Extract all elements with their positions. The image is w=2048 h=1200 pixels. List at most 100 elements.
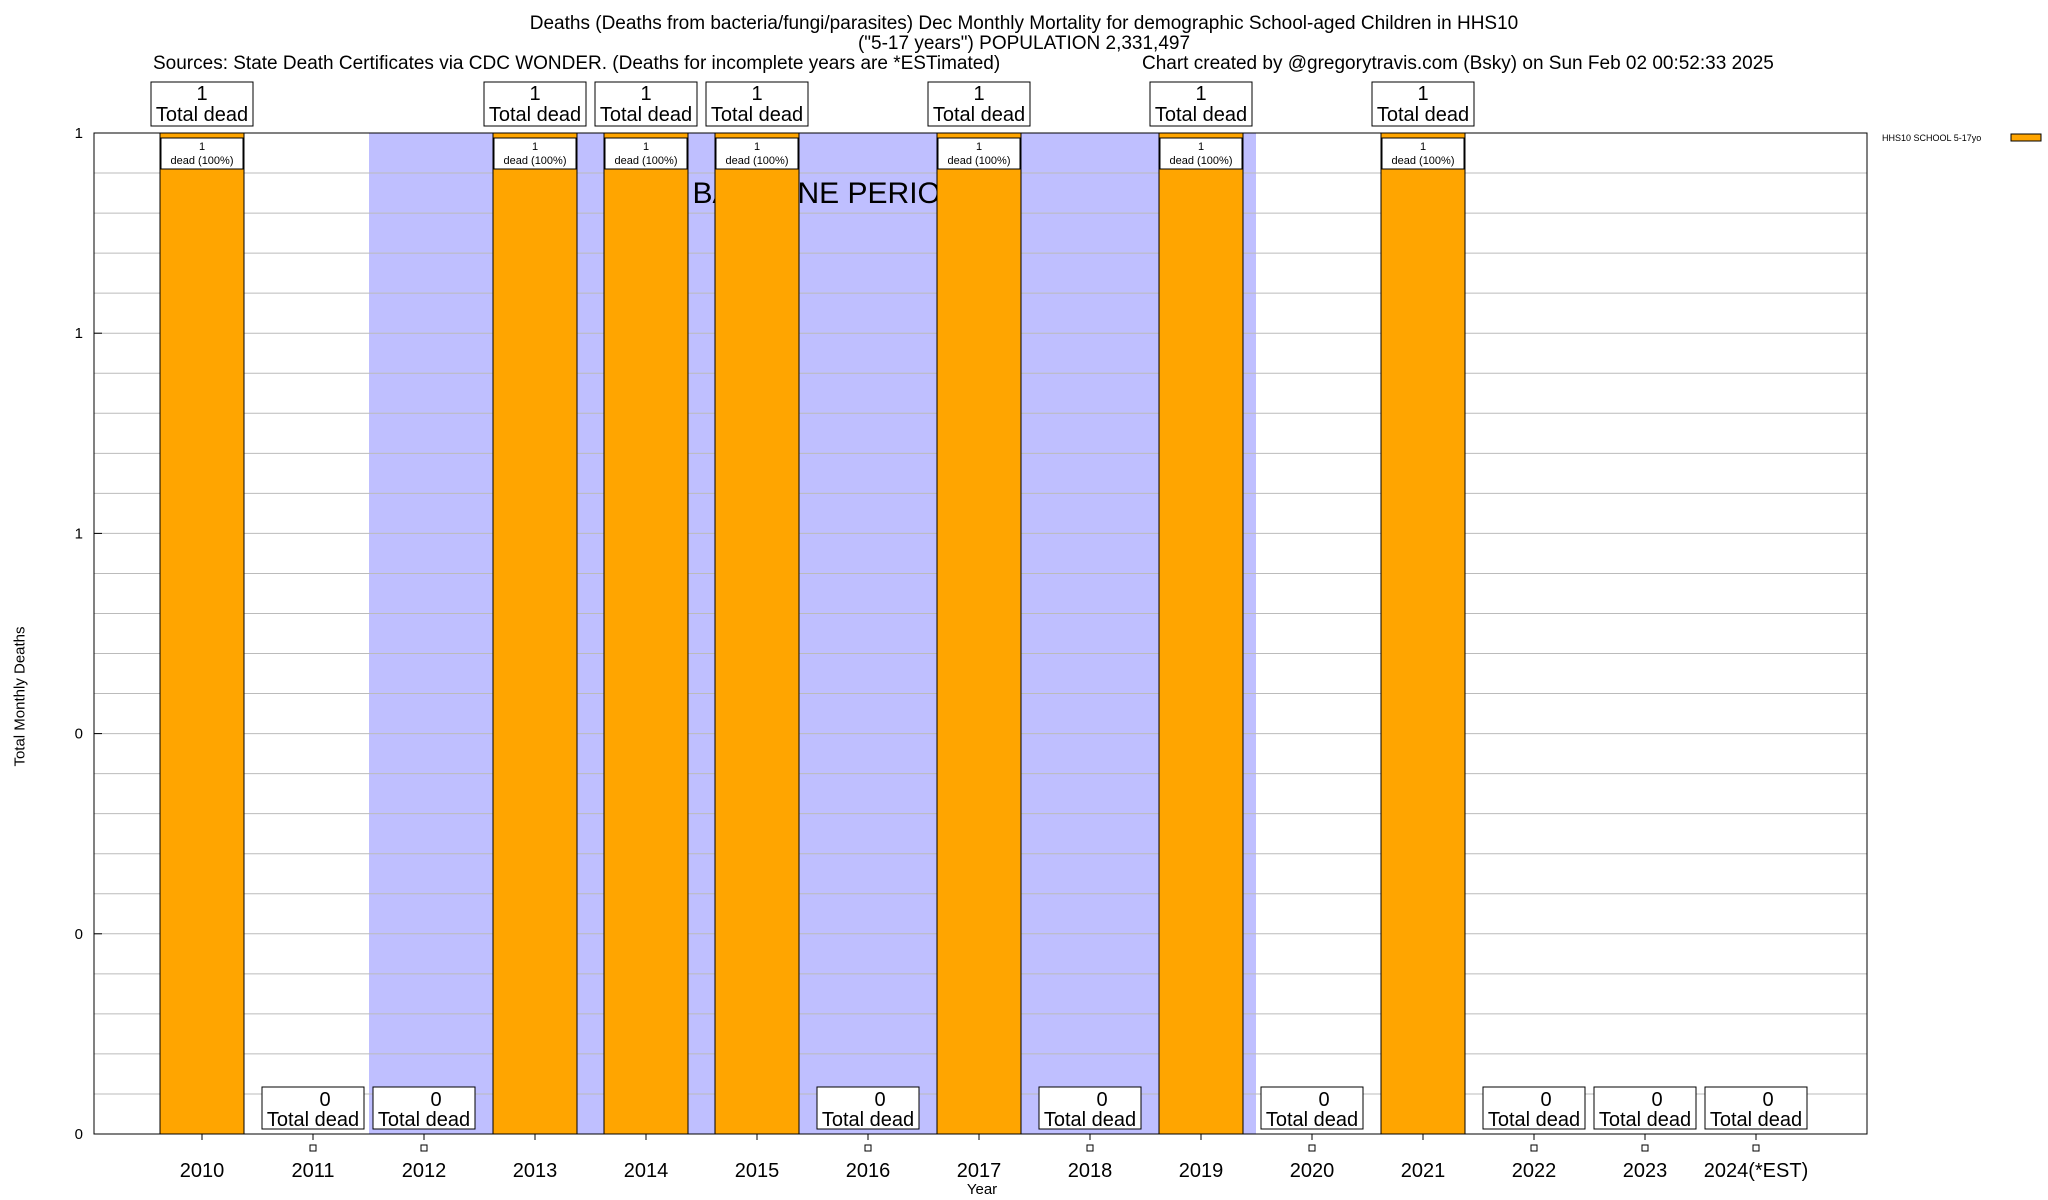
x-tick-label: 2024(*EST) — [1704, 1160, 1809, 1182]
bar-inner-label: dead (100%) — [1392, 155, 1455, 167]
bar — [936, 132, 1022, 1135]
chart-credit: Chart created by @gregorytravis.com (Bsk… — [1142, 53, 1774, 74]
zero-marker — [1086, 1144, 1094, 1152]
total-label-value: 1 — [1195, 83, 1206, 105]
bar — [1158, 132, 1244, 1135]
total-label-text: Total dead — [1599, 1109, 1691, 1131]
x-tick-label: 2023 — [1623, 1160, 1668, 1182]
bar-inner-label-box — [604, 137, 688, 170]
total-label-text: Total dead — [267, 1109, 359, 1131]
x-tick-label: 2016 — [846, 1160, 891, 1182]
total-label-box — [1704, 1086, 1808, 1130]
x-tick-label: 2017 — [957, 1160, 1002, 1182]
total-label-box — [1482, 1086, 1586, 1130]
x-tick-label: 2010 — [180, 1160, 225, 1182]
bar-inner-label-box — [160, 137, 244, 170]
bar-inner-label-box — [493, 137, 577, 170]
bar-inner-label: dead (100%) — [1170, 155, 1233, 167]
zero-marker — [864, 1144, 872, 1152]
total-label-value: 0 — [1096, 1089, 1107, 1111]
zero-marker — [309, 1144, 317, 1152]
total-label-text: Total dead — [711, 104, 803, 126]
y-tick-label: 0 — [75, 926, 83, 943]
bar — [1380, 132, 1466, 1135]
bar-inner-value: 1 — [532, 141, 538, 153]
x-tick-label: 2015 — [735, 1160, 780, 1182]
zero-marker — [1752, 1144, 1760, 1152]
total-label-value: 1 — [751, 83, 762, 105]
chart-sources: Sources: State Death Certificates via CD… — [153, 53, 1001, 74]
y-tick-label: 1 — [75, 325, 83, 342]
x-tick-label: 2020 — [1290, 1160, 1335, 1182]
total-label-box — [1371, 81, 1475, 127]
total-label-box — [705, 81, 809, 127]
total-label-text: Total dead — [489, 104, 581, 126]
total-label-value: 0 — [1540, 1089, 1551, 1111]
x-tick-label: 2014 — [624, 1160, 669, 1182]
x-tick-label: 2022 — [1512, 1160, 1557, 1182]
x-tick-label: 2012 — [402, 1160, 447, 1182]
total-label-text: Total dead — [1377, 104, 1469, 126]
legend-swatch — [2010, 133, 2042, 142]
y-tick-label: 0 — [75, 1126, 83, 1143]
total-label-box — [261, 1086, 365, 1130]
zero-marker — [1530, 1144, 1538, 1152]
total-label-text: Total dead — [1488, 1109, 1580, 1131]
total-label-box — [1149, 81, 1253, 127]
zero-marker — [420, 1144, 428, 1152]
x-tick-label: 2011 — [291, 1160, 334, 1182]
total-label-value: 1 — [529, 83, 540, 105]
total-label-value: 1 — [973, 83, 984, 105]
total-label-text: Total dead — [1155, 104, 1247, 126]
total-label-value: 0 — [874, 1089, 885, 1111]
chart-title-line-2: ("5-17 years") POPULATION 2,331,497 — [857, 33, 1191, 54]
bar — [714, 132, 800, 1135]
x-tick-label: 2013 — [513, 1160, 558, 1182]
x-tick-label: 2021 — [1401, 1160, 1446, 1182]
total-label-text: Total dead — [822, 1109, 914, 1131]
bar-inner-label: dead (100%) — [948, 155, 1011, 167]
bar-inner-value: 1 — [754, 141, 760, 153]
y-tick-label: 0 — [75, 726, 83, 743]
bar-inner-value: 1 — [199, 141, 205, 153]
total-label-box — [594, 81, 698, 127]
plot-border — [93, 132, 1868, 1135]
bar-inner-label-box — [715, 137, 799, 170]
total-label-value: 1 — [640, 83, 651, 105]
total-label-box — [1038, 1086, 1142, 1130]
y-tick-label: 1 — [75, 525, 83, 542]
bar-inner-label: dead (100%) — [171, 155, 234, 167]
chart-title-line-1: Deaths (Deaths from bacteria/fungi/paras… — [529, 13, 1519, 34]
bar-inner-label: dead (100%) — [615, 155, 678, 167]
total-label-text: Total dead — [378, 1109, 470, 1131]
total-label-value: 0 — [1762, 1089, 1773, 1111]
total-label-box — [1260, 1086, 1364, 1130]
total-label-box — [372, 1086, 476, 1130]
total-label-value: 0 — [1651, 1089, 1662, 1111]
total-label-box — [483, 81, 587, 127]
bar-inner-value: 1 — [643, 141, 649, 153]
total-label-text: Total dead — [156, 104, 248, 126]
x-tick-label: 2018 — [1068, 1160, 1113, 1182]
bar-inner-value: 1 — [1420, 141, 1426, 153]
zero-marker — [1308, 1144, 1316, 1152]
bar-inner-value: 1 — [976, 141, 982, 153]
bar-inner-value: 1 — [1198, 141, 1204, 153]
x-axis-label: Year — [966, 1181, 998, 1198]
total-label-text: Total dead — [1710, 1109, 1802, 1131]
total-label-text: Total dead — [1044, 1109, 1136, 1131]
x-tick-label: 2019 — [1179, 1160, 1224, 1182]
bar-inner-label: dead (100%) — [726, 155, 789, 167]
total-label-value: 0 — [1318, 1089, 1329, 1111]
total-label-value: 1 — [1417, 83, 1428, 105]
bar — [603, 132, 689, 1135]
total-label-value: 1 — [196, 83, 207, 105]
total-label-value: 0 — [319, 1089, 330, 1111]
bar — [159, 132, 245, 1135]
zero-marker — [1641, 1144, 1649, 1152]
bar — [492, 132, 578, 1135]
total-label-box — [816, 1086, 920, 1130]
total-label-text: Total dead — [600, 104, 692, 126]
total-label-box — [927, 81, 1031, 127]
